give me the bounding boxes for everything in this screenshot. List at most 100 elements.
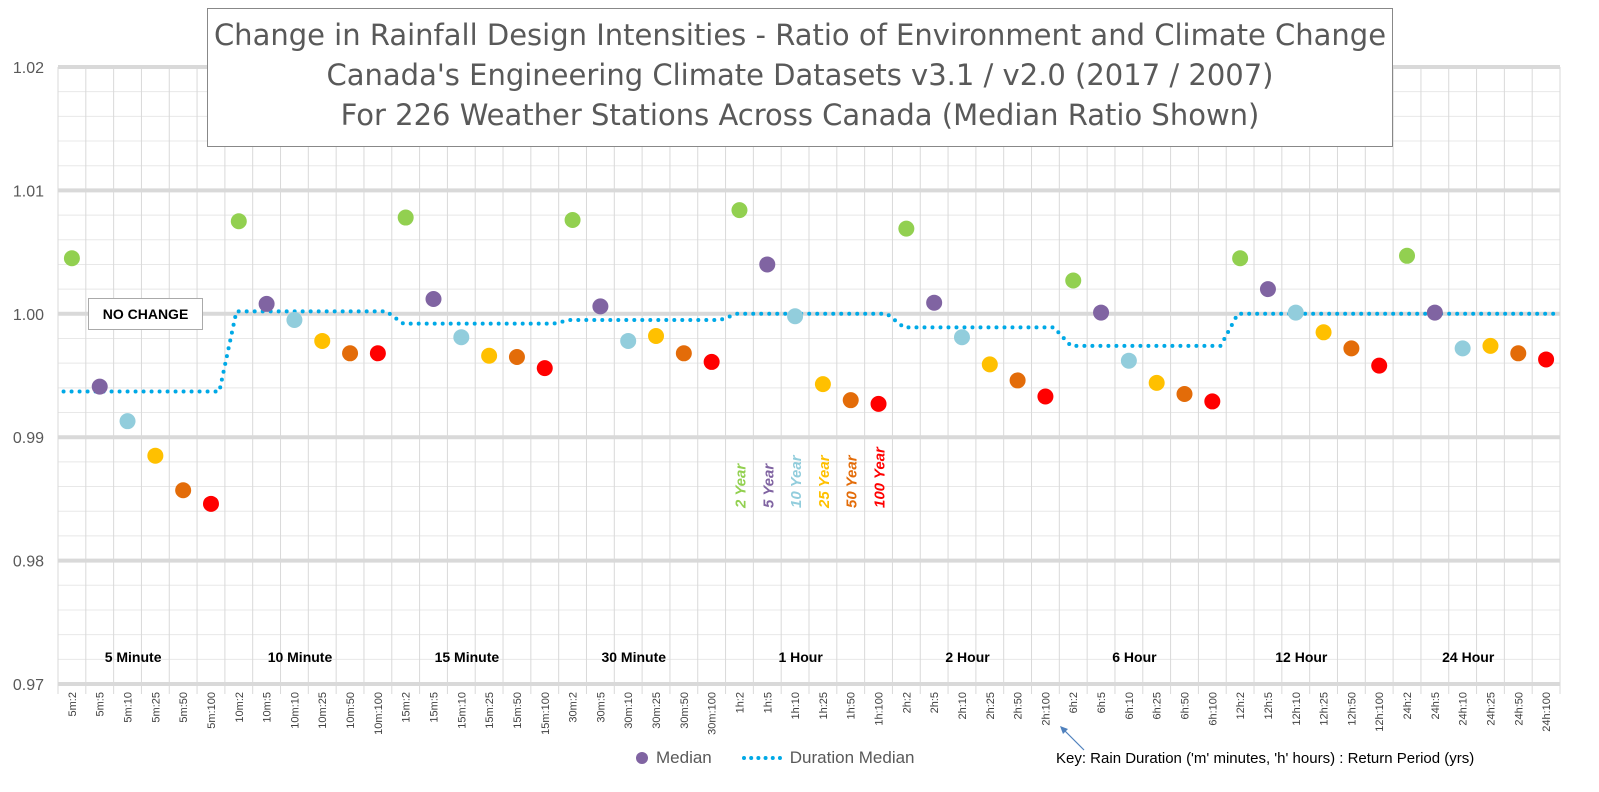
median-point: [119, 413, 136, 430]
median-point: [1287, 304, 1304, 321]
x-tick-label: 12h:100: [1374, 692, 1386, 732]
return-period-label: 100 Year: [872, 446, 889, 508]
duration-label: 15 Minute: [435, 649, 500, 665]
x-tick-label: 2h:5: [929, 692, 941, 713]
x-tick-label: 1h:2: [734, 692, 746, 713]
x-tick-label: 6h:100: [1207, 692, 1219, 726]
median-legend-marker: [636, 752, 648, 764]
x-tick-label: 5m:5: [95, 692, 107, 716]
median-point: [648, 328, 665, 345]
x-tick-label: 10m:10: [289, 692, 301, 729]
title-line-1: Change in Rainfall Design Intensities - …: [213, 18, 1387, 52]
median-point: [1315, 324, 1332, 341]
x-tick-label: 1h:25: [818, 692, 830, 720]
duration-label: 12 Hour: [1275, 649, 1328, 665]
x-tick-label: 6h:2: [1068, 692, 1080, 713]
x-tick-label: 1h:5: [762, 692, 774, 713]
median-point: [230, 213, 247, 230]
median-point: [787, 308, 804, 325]
x-tick-label: 1h:100: [874, 692, 886, 726]
x-tick-label: 2h:2: [901, 692, 913, 713]
x-tick-label: 15m:100: [540, 692, 552, 735]
median-point: [564, 212, 581, 229]
return-period-label: 5 Year: [760, 463, 777, 508]
median-point: [898, 220, 915, 237]
x-tick-label: 24h:5: [1430, 692, 1442, 720]
x-tick-label: 30m:100: [707, 692, 719, 735]
median-point: [731, 202, 748, 219]
x-tick-label: 15m:10: [456, 692, 468, 729]
median-point: [1482, 337, 1499, 354]
y-tick-label: 1.00: [13, 307, 44, 324]
duration-label: 6 Hour: [1112, 649, 1157, 665]
x-tick-label: 6h:5: [1096, 692, 1108, 713]
duration-label: 10 Minute: [268, 649, 333, 665]
return-period-label: 50 Year: [844, 454, 861, 508]
median-point: [981, 356, 998, 373]
median-point: [703, 353, 720, 370]
x-tick-label: 2h:10: [957, 692, 969, 720]
median-point: [1399, 247, 1416, 264]
median-point: [1148, 374, 1165, 391]
median-point: [1510, 345, 1527, 362]
median-point: [1009, 372, 1026, 389]
duration-median-legend-marker: [741, 756, 782, 760]
median-point: [1232, 250, 1249, 267]
median-point: [1538, 351, 1555, 368]
median-point: [1426, 304, 1443, 321]
x-tick-label: 15m:50: [512, 692, 524, 729]
x-tick-label: 24h:10: [1458, 692, 1470, 726]
x-tick-label: 6h:25: [1152, 692, 1164, 720]
y-tick-label: 1.01: [13, 183, 44, 200]
x-tick-label: 12h:25: [1319, 692, 1331, 726]
x-tick-label: 10m:100: [373, 692, 385, 735]
median-point: [536, 360, 553, 377]
median-point: [759, 256, 776, 273]
duration-label: 5 Minute: [105, 649, 162, 665]
x-tick-label: 2h:25: [985, 692, 997, 720]
x-tick-label: 30m:5: [595, 692, 607, 723]
title-line-3: For 226 Weather Stations Across Canada (…: [340, 98, 1260, 132]
x-tick-label: 10m:50: [345, 692, 357, 729]
median-point: [953, 329, 970, 346]
median-point: [1120, 352, 1137, 369]
x-tick-label: 24h:50: [1513, 692, 1525, 726]
duration-label: 30 Minute: [601, 649, 666, 665]
duration-median-legend-label: Duration Median: [789, 748, 915, 767]
y-tick-label: 0.98: [13, 554, 44, 571]
median-point: [675, 345, 692, 362]
x-tick-label: 12h:5: [1263, 692, 1275, 720]
x-tick-label: 5m:25: [150, 692, 162, 723]
median-point: [620, 332, 637, 349]
median-point: [842, 392, 859, 409]
x-tick-label: 1h:50: [846, 692, 858, 720]
x-tick-label: 30m:25: [651, 692, 663, 729]
no-change-label: NO CHANGE: [88, 298, 203, 330]
x-tick-label: 24h:100: [1541, 692, 1553, 732]
return-period-label: 25 Year: [816, 454, 833, 509]
x-tick-label: 1h:10: [790, 692, 802, 720]
median-point: [870, 395, 887, 412]
key-note: Key: Rain Duration ('m' minutes, 'h' hou…: [1056, 750, 1475, 767]
x-tick-label: 30m:10: [623, 692, 635, 729]
median-point: [369, 345, 386, 362]
median-point: [508, 348, 525, 365]
x-tick-label: 2h:100: [1040, 692, 1052, 726]
median-point: [175, 482, 192, 499]
y-tick-label: 0.99: [13, 430, 44, 447]
x-tick-label: 10m:5: [262, 692, 274, 723]
median-point: [453, 329, 470, 346]
median-point: [1176, 386, 1193, 403]
x-tick-label: 30m:2: [568, 692, 580, 723]
x-tick-label: 12h:2: [1235, 692, 1247, 720]
median-point: [202, 495, 219, 512]
x-tick-label: 10m:2: [234, 692, 246, 723]
median-point: [91, 378, 108, 395]
median-point: [1037, 388, 1054, 405]
key-arrow-head: [1060, 726, 1068, 734]
x-tick-label: 5m:10: [123, 692, 135, 723]
return-period-label: 2 Year: [732, 463, 749, 509]
x-tick-label: 12h:10: [1291, 692, 1303, 726]
